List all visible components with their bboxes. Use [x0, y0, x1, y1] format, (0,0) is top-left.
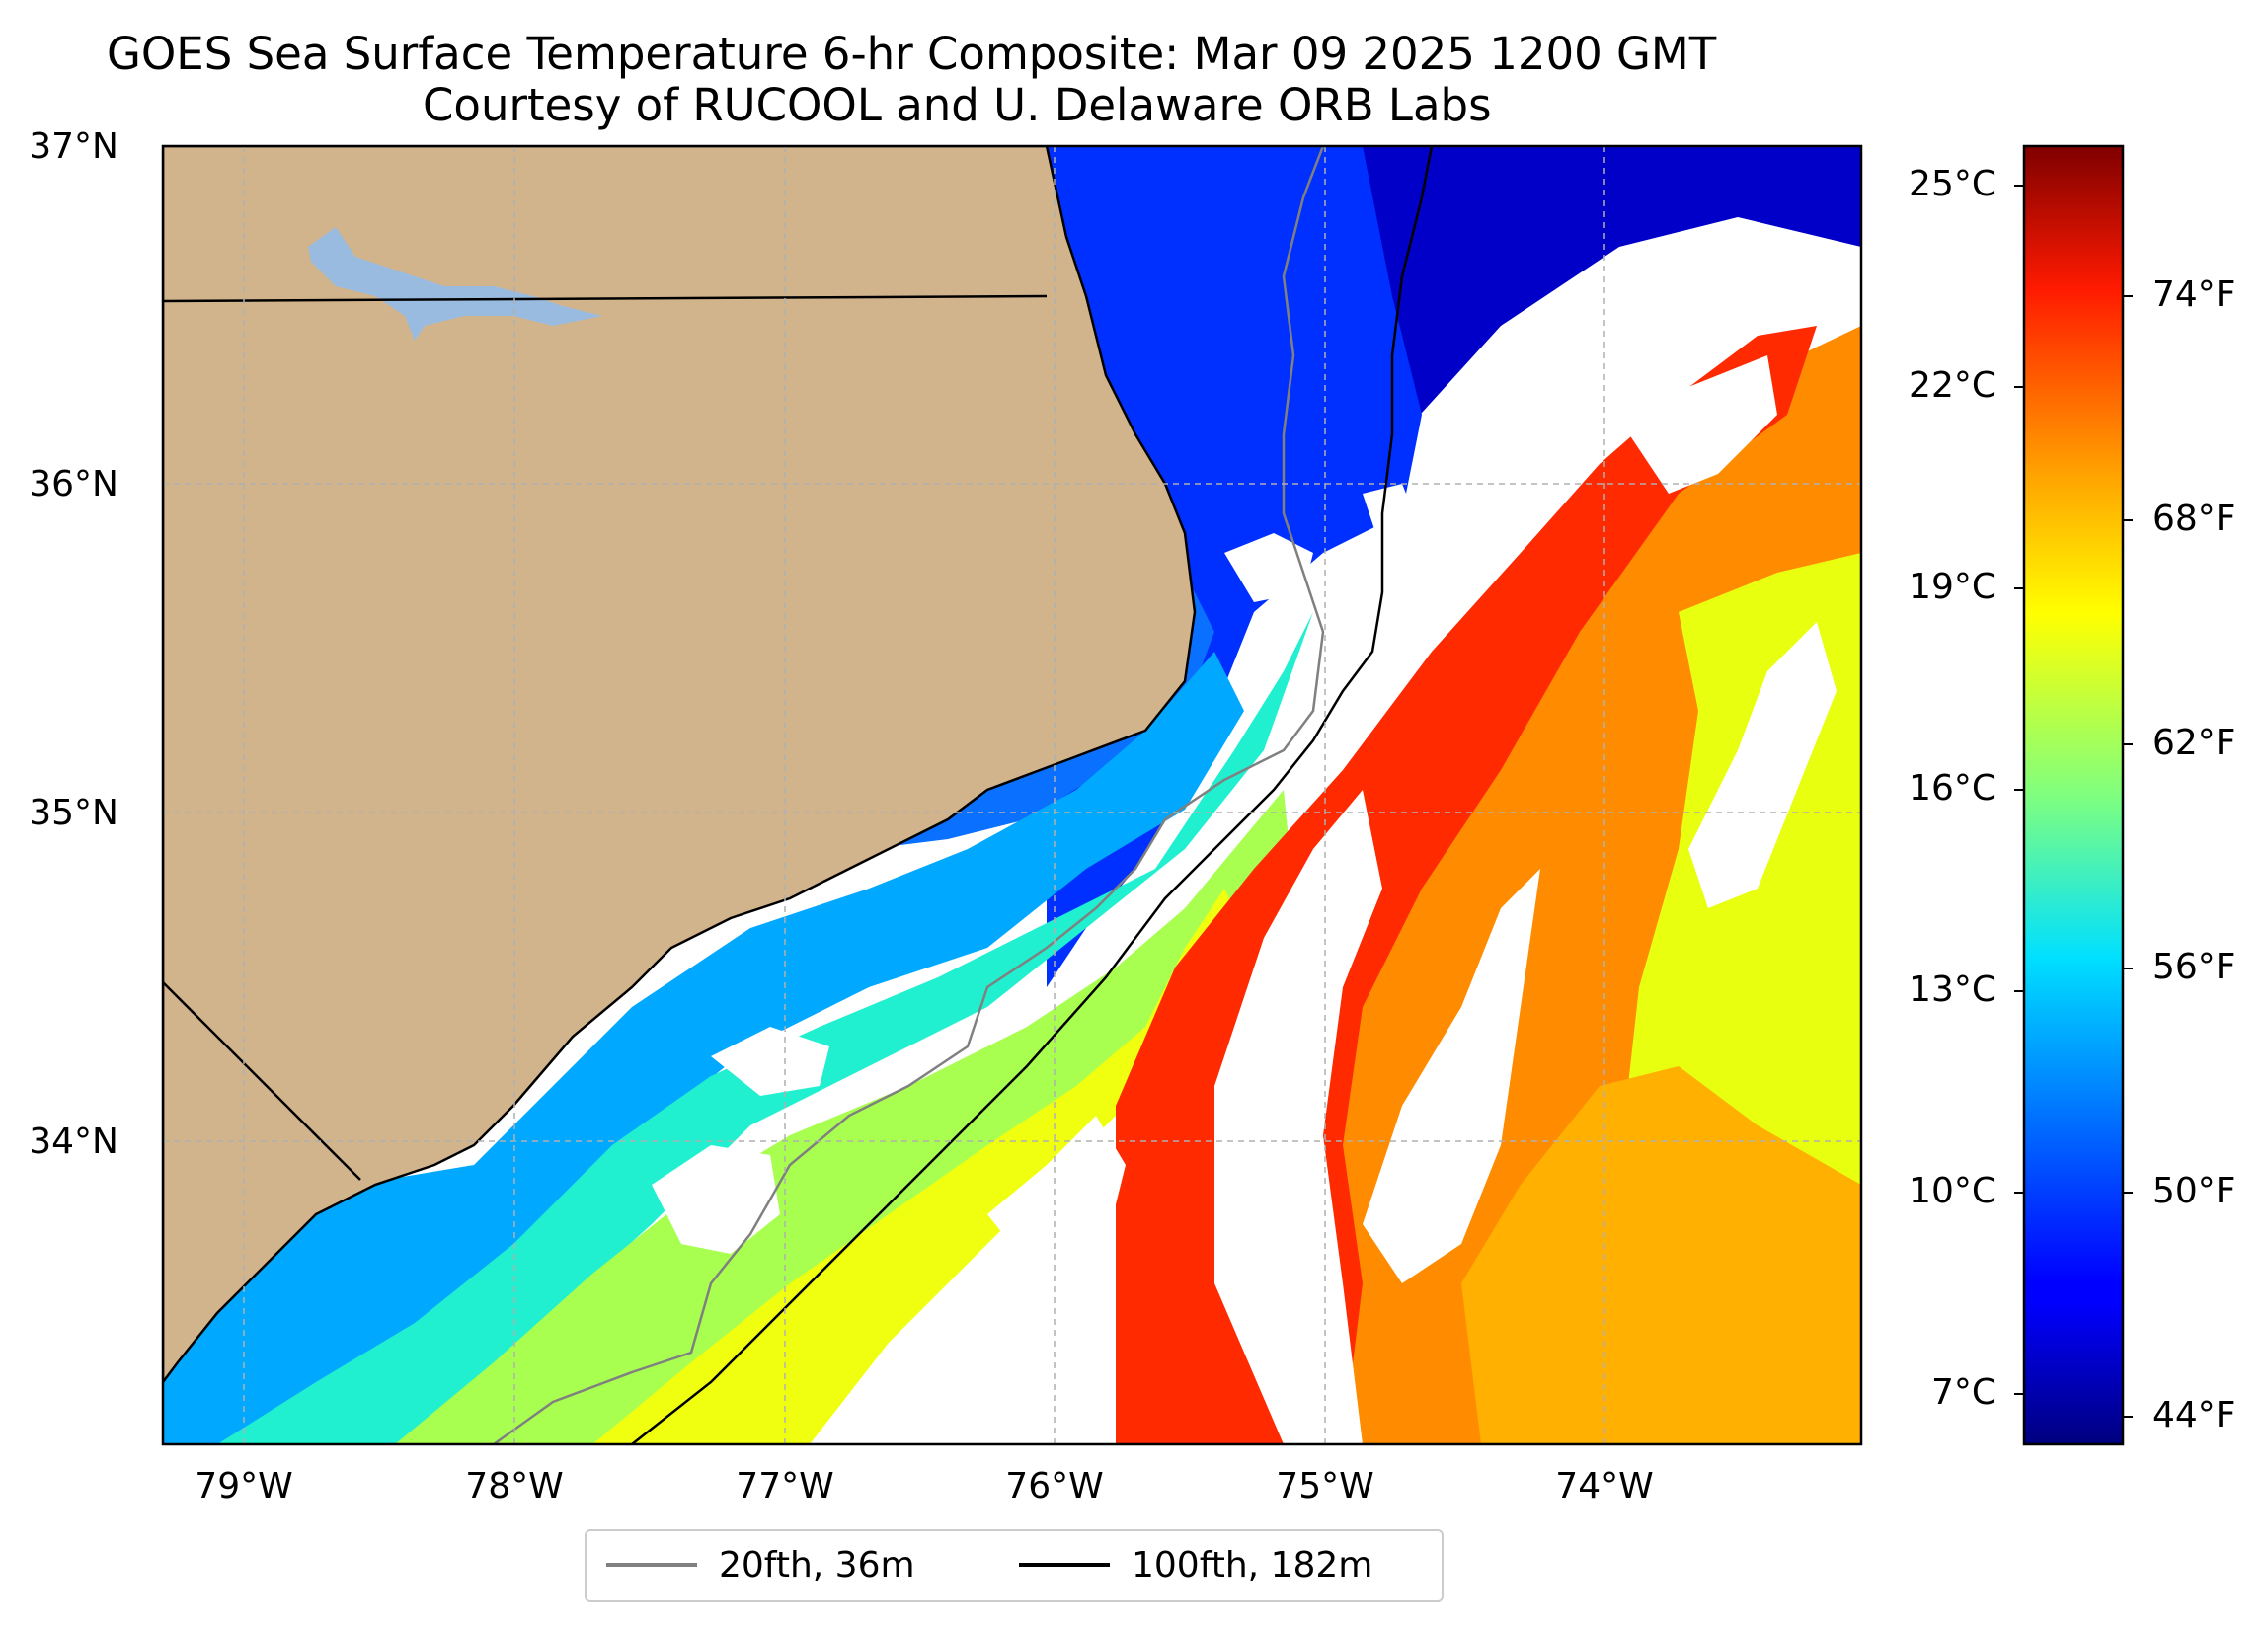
lake-kerr: [308, 227, 602, 341]
cloud-gap-10: [1363, 484, 1422, 553]
colorbar-celsius-label: 13°C: [1909, 969, 1996, 1010]
sst-shelf-green: [395, 790, 1293, 1444]
lat-label: 37°N: [29, 126, 118, 167]
legend-item-20fth: 20fth, 36m: [606, 1543, 915, 1587]
isobath-20fth: [493, 146, 1325, 1444]
lon-label: 78°W: [465, 1466, 564, 1507]
legend-label: 20fth, 36m: [719, 1544, 915, 1586]
colorbar-fahrenheit-label: 68°F: [2152, 499, 2236, 539]
cloud-gap-2: [1363, 869, 1540, 1283]
sst-offshore-orange-south: [1461, 1066, 1861, 1444]
cloud-gap-6: [987, 1116, 1126, 1303]
cloud-gap-5: [1688, 622, 1837, 908]
cloud-gap-1: [1214, 790, 1382, 1444]
lat-label: 36°N: [29, 464, 118, 504]
state-border-va-nc: [163, 294, 1048, 303]
cloud-gap-8: [711, 1027, 829, 1096]
figure-subtitle: Courtesy of RUCOOL and U. Delaware ORB L…: [423, 79, 1492, 131]
lon-label: 74°W: [1555, 1466, 1654, 1507]
colorbar-fahrenheit-label: 50°F: [2152, 1171, 2236, 1211]
sst-shelf-yellow: [592, 889, 1254, 1444]
map-frame: [161, 144, 1863, 1446]
cloud-gap-7: [652, 1145, 780, 1254]
lat-label: 34°N: [29, 1122, 118, 1162]
lon-label: 75°W: [1276, 1466, 1374, 1507]
land-north-carolina: [163, 146, 1197, 1385]
legend-swatch-20fth: [606, 1563, 697, 1567]
cloud-gap-4: [1629, 355, 1777, 494]
sst-nearshore-blue: [163, 652, 1244, 1444]
colorbar-fahrenheit-label: 56°F: [2152, 947, 2236, 987]
colorbar-fahrenheit-label: 74°F: [2152, 274, 2236, 315]
legend: 20fth, 36m 100fth, 182m: [585, 1529, 1444, 1602]
legend-item-100fth: 100fth, 182m: [1019, 1543, 1372, 1587]
colorbar-celsius-label: 16°C: [1909, 768, 1996, 809]
colorbar: [2022, 144, 2125, 1446]
colorbar-celsius-label: 10°C: [1909, 1171, 1996, 1211]
colorbar-fahrenheit-label: 62°F: [2152, 723, 2236, 763]
lat-label: 35°N: [29, 793, 118, 833]
colorbar-celsius-label: 25°C: [1909, 164, 1996, 204]
legend-swatch-100fth: [1019, 1563, 1110, 1567]
state-border-nc-sc: [163, 981, 361, 1181]
cloud-gap-3: [1540, 227, 1738, 444]
isobath-100fth: [631, 146, 1434, 1444]
lon-label: 77°W: [736, 1466, 834, 1507]
lon-label: 79°W: [195, 1466, 293, 1507]
colorbar-celsius-label: 19°C: [1909, 567, 1996, 607]
colorbar-fahrenheit-label: 44°F: [2152, 1395, 2236, 1435]
cloud-gap-9: [1224, 533, 1313, 602]
colorbar-celsius-label: 22°C: [1909, 365, 1996, 406]
lon-label: 76°W: [1005, 1466, 1104, 1507]
colorbar-celsius-label: 7°C: [1930, 1372, 1996, 1413]
figure-title: GOES Sea Surface Temperature 6-hr Compos…: [107, 28, 1717, 80]
legend-label: 100fth, 182m: [1132, 1544, 1373, 1586]
colorbar-ticks: [2014, 185, 2133, 1418]
